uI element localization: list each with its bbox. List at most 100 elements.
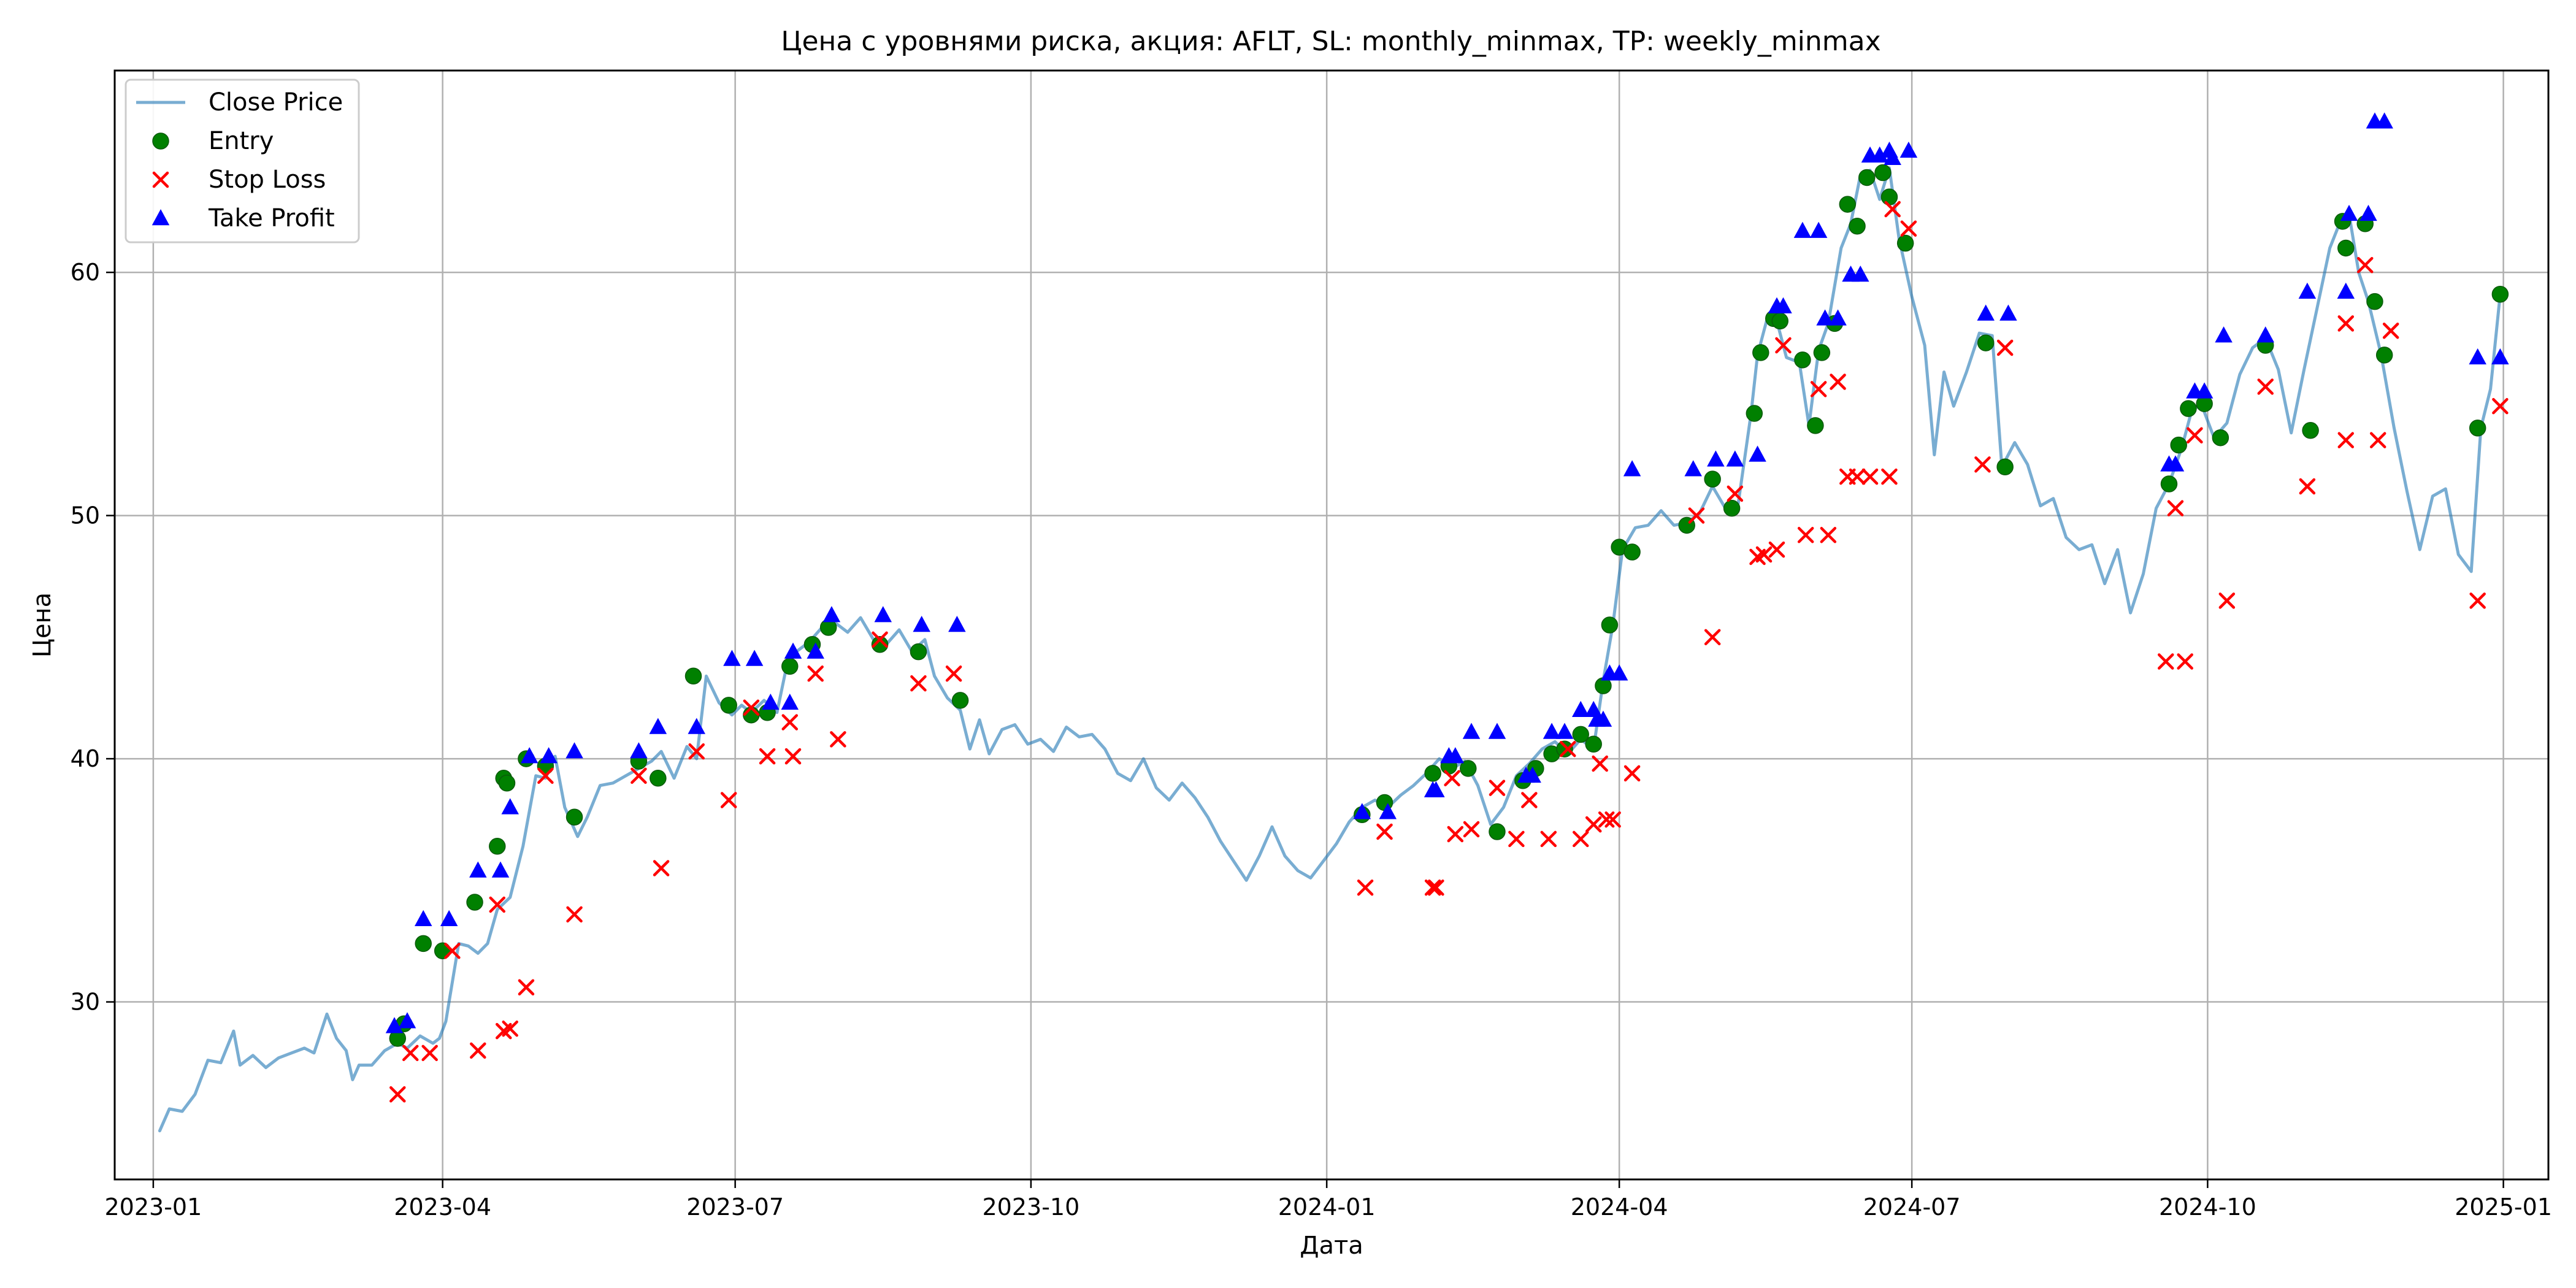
stop-loss-stroke	[1775, 337, 1792, 354]
entry-point	[1813, 344, 1831, 361]
plot-frame	[113, 69, 2550, 1181]
take-profit-point	[1427, 781, 1445, 797]
take-profit-point	[1749, 445, 1766, 462]
entry-point	[684, 667, 702, 685]
take-profit-point	[630, 742, 648, 759]
stop-loss-stroke	[2218, 592, 2236, 609]
stop-loss-stroke	[1768, 541, 1785, 558]
stop-loss-point	[1881, 468, 1898, 485]
take-profit-point	[1379, 803, 1397, 819]
stop-loss-stroke	[2337, 432, 2355, 448]
entry-point	[1807, 417, 1824, 434]
entry-point	[1996, 458, 2014, 476]
y-axis-label: Цена	[28, 592, 56, 657]
legend: Close Price Entry Stop Loss Take Profit	[125, 79, 360, 243]
stop-loss-stroke	[1508, 830, 1525, 848]
stop-loss-stroke	[945, 665, 962, 682]
stop-loss-point	[2469, 592, 2486, 609]
stop-loss-point	[1592, 755, 1608, 772]
stop-loss-stroke	[1428, 879, 1444, 896]
take-profit-markers	[385, 112, 2509, 1033]
entry-point	[2337, 239, 2355, 257]
stop-loss-point	[2218, 592, 2236, 609]
stop-loss-point	[2337, 432, 2355, 448]
entry-point	[781, 657, 799, 675]
plot-area	[158, 112, 2509, 1133]
x-tick-label: 2023-10	[983, 1194, 1080, 1221]
stop-loss-stroke	[537, 767, 554, 784]
stop-loss-point	[489, 896, 506, 913]
entry-point	[2212, 429, 2229, 447]
entry-point	[1601, 616, 1619, 634]
stop-loss-stroke	[830, 731, 846, 748]
take-profit-point	[1594, 710, 1612, 727]
entry-markers	[389, 164, 2509, 1047]
take-profit-point	[1977, 304, 1995, 321]
stop-loss-point	[2369, 432, 2386, 448]
take-profit-point	[2340, 204, 2358, 221]
x-tick-label: 2023-01	[105, 1194, 202, 1221]
stop-loss-stroke	[1604, 811, 1621, 828]
stop-loss-point	[1830, 374, 1846, 390]
stop-loss-point	[2177, 653, 2193, 670]
take-profit-point	[913, 616, 930, 632]
entry-point	[1746, 405, 1763, 422]
stop-loss-stroke	[653, 860, 670, 876]
stop-loss-stroke	[781, 714, 799, 730]
stop-loss-point	[1996, 339, 2014, 356]
stop-loss-stroke	[872, 631, 888, 648]
stop-loss-point	[1974, 456, 1991, 473]
stop-loss-stroke	[1585, 816, 1602, 833]
take-profit-point	[1446, 747, 1465, 764]
stop-loss-point	[537, 767, 554, 784]
stop-loss-point	[402, 1045, 419, 1062]
take-profit-point	[1488, 723, 1506, 739]
entry-point	[1771, 312, 1788, 330]
stop-loss-point	[1447, 826, 1464, 843]
entry-point	[1704, 470, 1721, 488]
x-ticks: 2023-01 2023-04 2023-07 2023-10 2024-01 2024-…	[105, 1179, 2552, 1221]
stop-loss-point	[1489, 780, 1506, 796]
stop-loss-stroke	[518, 979, 535, 996]
stop-loss-point	[2492, 397, 2509, 415]
entry-point	[1849, 218, 1866, 235]
stop-loss-stroke	[489, 896, 506, 913]
take-profit-point	[948, 616, 966, 632]
entry-point	[1880, 188, 1898, 205]
stop-loss-point	[444, 943, 461, 959]
stop-loss-stroke	[152, 171, 169, 188]
stop-loss-point	[1810, 381, 1827, 397]
take-profit-point	[649, 718, 667, 734]
legend-swatch	[152, 171, 169, 188]
stop-loss-point	[1775, 337, 1792, 354]
take-profit-point	[398, 1012, 416, 1029]
stop-loss-stroke	[2492, 397, 2509, 415]
legend-box	[125, 79, 360, 243]
stop-loss-stroke	[1540, 830, 1557, 848]
stop-loss-stroke	[807, 665, 824, 682]
stop-loss-stroke	[2257, 378, 2274, 395]
entry-point	[951, 692, 969, 709]
stop-loss-point	[759, 748, 776, 765]
legend-item-stop-loss: Stop Loss	[152, 166, 326, 194]
take-profit-point	[491, 861, 510, 878]
stop-loss-stroke	[2157, 653, 2174, 670]
stop-loss-point	[566, 906, 583, 923]
take-profit-point	[1726, 450, 1744, 467]
entry-point	[1794, 351, 1811, 369]
stop-loss-stroke	[470, 1042, 486, 1059]
stop-loss-point	[1572, 830, 1589, 848]
stop-loss-point	[1357, 879, 1374, 896]
take-profit-point	[1816, 309, 1834, 326]
take-profit-point	[2256, 326, 2274, 343]
entry-point	[498, 774, 516, 792]
take-profit-point	[2359, 204, 2377, 221]
entry-point	[2170, 436, 2187, 454]
stop-loss-point	[2356, 256, 2374, 274]
stop-loss-point	[1604, 811, 1621, 828]
legend-item-take-profit: Take Profit	[151, 204, 335, 232]
stop-loss-stroke	[1996, 339, 2014, 356]
entry-point	[489, 838, 506, 855]
